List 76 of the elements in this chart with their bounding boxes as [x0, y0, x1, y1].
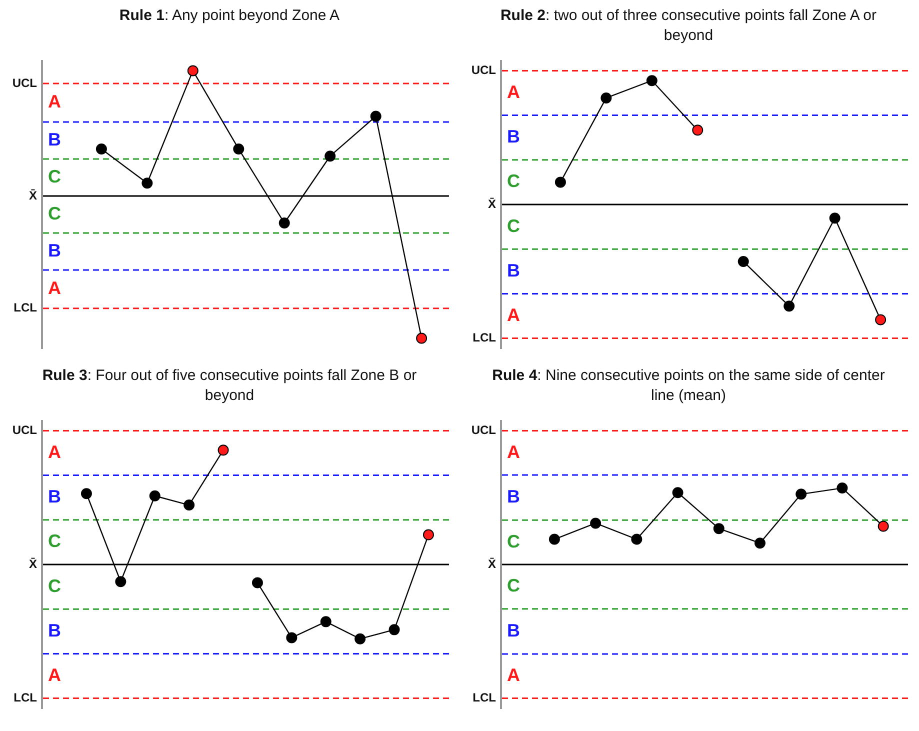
point	[96, 143, 107, 154]
point	[754, 538, 766, 549]
chart-title: Rule 1: Any point beyond Zone A	[118, 6, 341, 26]
point	[713, 523, 724, 534]
point	[149, 490, 160, 502]
point	[388, 624, 400, 636]
ref-line-label: UCL	[12, 76, 37, 90]
point	[631, 534, 642, 545]
ref-line-label: UCL	[12, 423, 37, 438]
annotation: B	[507, 260, 520, 280]
ref-line-label: X̄	[488, 196, 496, 211]
chart-title: Rule 2: two out of three consecutive points fall Zone A or beyond	[499, 6, 878, 46]
annotation: B	[48, 129, 61, 150]
point	[738, 256, 749, 267]
text: C	[507, 576, 520, 596]
chart-title: Rule 3: Four out of five consecutive points fall Zone B or beyond	[41, 366, 418, 406]
point	[692, 124, 704, 136]
point	[590, 518, 602, 529]
annotation: C	[48, 576, 61, 596]
annotation: B	[48, 240, 61, 260]
ref-line-label: LCL	[14, 300, 37, 315]
point	[80, 488, 92, 500]
ref-line-label: UCL	[471, 423, 496, 438]
annotation: C	[48, 166, 61, 186]
point	[218, 444, 229, 456]
ref-line-label: LCL	[472, 690, 496, 705]
ref-line-label: X̄	[488, 556, 496, 571]
annotation: A	[507, 82, 520, 102]
point	[370, 110, 382, 122]
annotation: A	[48, 442, 61, 462]
point	[600, 92, 612, 104]
point	[672, 487, 684, 498]
point	[354, 633, 366, 644]
text: A	[48, 664, 61, 685]
annotation: B	[507, 126, 520, 147]
ref-line-label: LCL	[472, 330, 496, 345]
annotation: C	[507, 216, 520, 236]
annotation: B	[48, 620, 61, 640]
point	[252, 577, 263, 588]
point	[796, 488, 807, 500]
point	[320, 616, 332, 628]
point	[416, 332, 428, 344]
ref-line-label: LCL	[14, 690, 37, 705]
ref-line-label: X̄	[28, 188, 37, 202]
annotation: C	[48, 531, 61, 552]
annotation: B	[48, 486, 61, 507]
annotation: C	[507, 171, 520, 192]
point	[286, 632, 298, 644]
point	[233, 143, 244, 154]
annotation: A	[507, 304, 520, 325]
point	[278, 218, 290, 229]
point	[836, 482, 848, 494]
annotation: B	[507, 486, 520, 507]
point	[142, 178, 153, 189]
point	[187, 65, 198, 76]
chart-title: Rule 4: Nine consecutive points on the same side of center line (mean)	[491, 366, 886, 406]
point	[115, 576, 126, 588]
point	[548, 534, 560, 545]
point	[324, 150, 336, 162]
annotation: C	[507, 531, 520, 552]
point	[646, 75, 658, 86]
ref-line-label: X̄	[28, 556, 37, 571]
text: B	[507, 620, 520, 640]
point	[878, 520, 889, 532]
text: A	[507, 442, 520, 462]
point	[784, 300, 795, 312]
annotation: C	[48, 203, 61, 224]
annotation: A	[48, 278, 61, 298]
point	[422, 529, 434, 540]
point	[184, 500, 195, 511]
point	[554, 176, 566, 188]
annotation: A	[48, 92, 61, 112]
point	[829, 212, 840, 224]
ref-line-label: UCL	[471, 63, 496, 78]
point	[875, 314, 886, 326]
text: A	[507, 665, 520, 686]
